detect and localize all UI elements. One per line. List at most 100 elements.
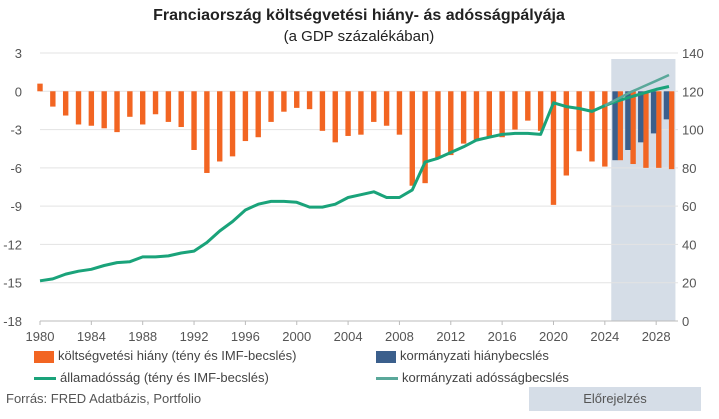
y-right-tick-label: 60 [682,199,696,214]
legend-gov-debt-label: kormányzati adósságbecslés [402,370,569,385]
legend-gov-debt: kormányzati adósságbecslés [376,370,569,385]
y-left-tick-label: -18 [3,314,22,329]
bar-deficit [371,91,377,122]
bar-deficit [139,91,146,125]
bar-deficit [165,91,172,122]
bar-deficit [589,91,595,162]
y-right-tick-label: 120 [682,84,704,99]
y-right-tick-label: 100 [682,123,704,138]
x-tick-label: 2008 [385,329,414,344]
bar-deficit [537,91,544,131]
legend-gov-deficit-swatch [376,350,396,363]
x-tick-label: 1996 [231,329,260,344]
y-right-tick-label: 140 [682,46,704,61]
bar-deficit [178,91,184,128]
legend-debt: államadósság (tény és IMF-becslés) [34,370,269,385]
legend-gov-deficit: kormányzati hiánybecslés [376,348,549,363]
y-right-tick-label: 40 [682,237,696,252]
bar-deficit [229,91,236,157]
bar-deficit [114,91,120,133]
bar-deficit [268,91,274,122]
bar-deficit [242,91,249,142]
bar-gov-deficit [663,91,670,120]
y-left-tick-label: -15 [3,276,22,291]
bar-deficit [473,91,480,142]
bar-deficit [656,91,662,168]
bar-deficit [255,91,261,138]
x-tick-label: 2016 [488,329,517,344]
bar-deficit [306,91,313,110]
bar-deficit [345,91,351,136]
legend-deficit-label: költségvetési hiány (tény és IMF-becslés… [58,348,297,363]
bar-deficit [486,91,492,138]
bar-deficit [383,91,390,126]
bar-deficit [617,91,623,161]
bar-deficit [448,91,454,156]
bar-deficit [127,91,133,117]
legend-debt-label: államadósság (tény és IMF-becslés) [60,370,269,385]
bar-deficit [204,91,210,173]
bar-deficit [602,91,608,167]
source-note: Forrás: FRED Adatbázis, Portfolio [6,391,202,406]
legend-gov-debt-swatch [376,377,398,381]
x-tick-label: 2000 [282,329,311,344]
x-tick-label: 2020 [539,329,568,344]
chart-subtitle: (a GDP százalékában) [284,28,435,45]
x-tick-label: 1980 [26,329,55,344]
bar-deficit [281,91,287,112]
bar-deficit [62,91,69,116]
chart-title: Franciaország költségvetési hiány- ás ad… [153,7,565,24]
bar-deficit [75,91,82,125]
y-right-tick-label: 80 [682,161,696,176]
forecast-legend: Előrejelzés [529,387,701,411]
x-tick-label: 1984 [77,329,106,344]
bar-gov-deficit [612,91,618,161]
bar-gov-deficit [638,91,644,143]
bar-deficit [550,91,557,205]
x-tick-label: 2028 [642,329,671,344]
bar-deficit [409,91,415,186]
bar-deficit [563,91,570,176]
x-tick-label: 2012 [436,329,465,344]
y-left-tick-label: -3 [10,123,22,138]
x-tick-label: 2024 [590,329,619,344]
y-left-tick-label: 3 [15,46,22,61]
y-left-tick-label: -9 [10,199,22,214]
bar-deficit [525,91,531,121]
bar-deficit [294,91,300,108]
bar-gov-deficit [625,91,631,150]
x-tick-label: 1992 [180,329,209,344]
bar-deficit [630,91,636,165]
legend-deficit-swatch [34,350,54,363]
bar-deficit [217,91,223,162]
bar-deficit [191,91,197,150]
y-left-tick-label: 0 [15,84,22,99]
bar-deficit [435,91,441,158]
bar-deficit [358,91,364,135]
bar-deficit [668,91,675,170]
bar-deficit [332,91,338,143]
y-right-tick-label: 0 [682,314,689,329]
x-tick-label: 1988 [128,329,157,344]
y-left-tick-label: -6 [10,161,22,176]
bar-deficit [88,91,95,126]
bar-deficit [37,83,43,92]
y-left-tick-label: -12 [3,237,22,252]
bar-deficit [101,91,107,129]
legend-gov-deficit-label: kormányzati hiánybecslés [400,348,549,363]
bar-deficit [512,91,518,130]
bar-deficit [422,91,428,184]
bar-deficit [152,91,159,115]
legend-deficit: költségvetési hiány (tény és IMF-becslés… [34,348,296,363]
legend-debt-swatch [34,377,56,381]
bar-deficit [396,91,403,135]
line-gov-debt [604,73,670,107]
line-debt [39,85,670,283]
y-right-tick-label: 20 [682,276,696,291]
bar-deficit [50,91,56,107]
bar-gov-deficit [650,91,657,134]
x-tick-label: 2004 [334,329,363,344]
bar-deficit [643,91,649,168]
bar-deficit [460,91,467,144]
